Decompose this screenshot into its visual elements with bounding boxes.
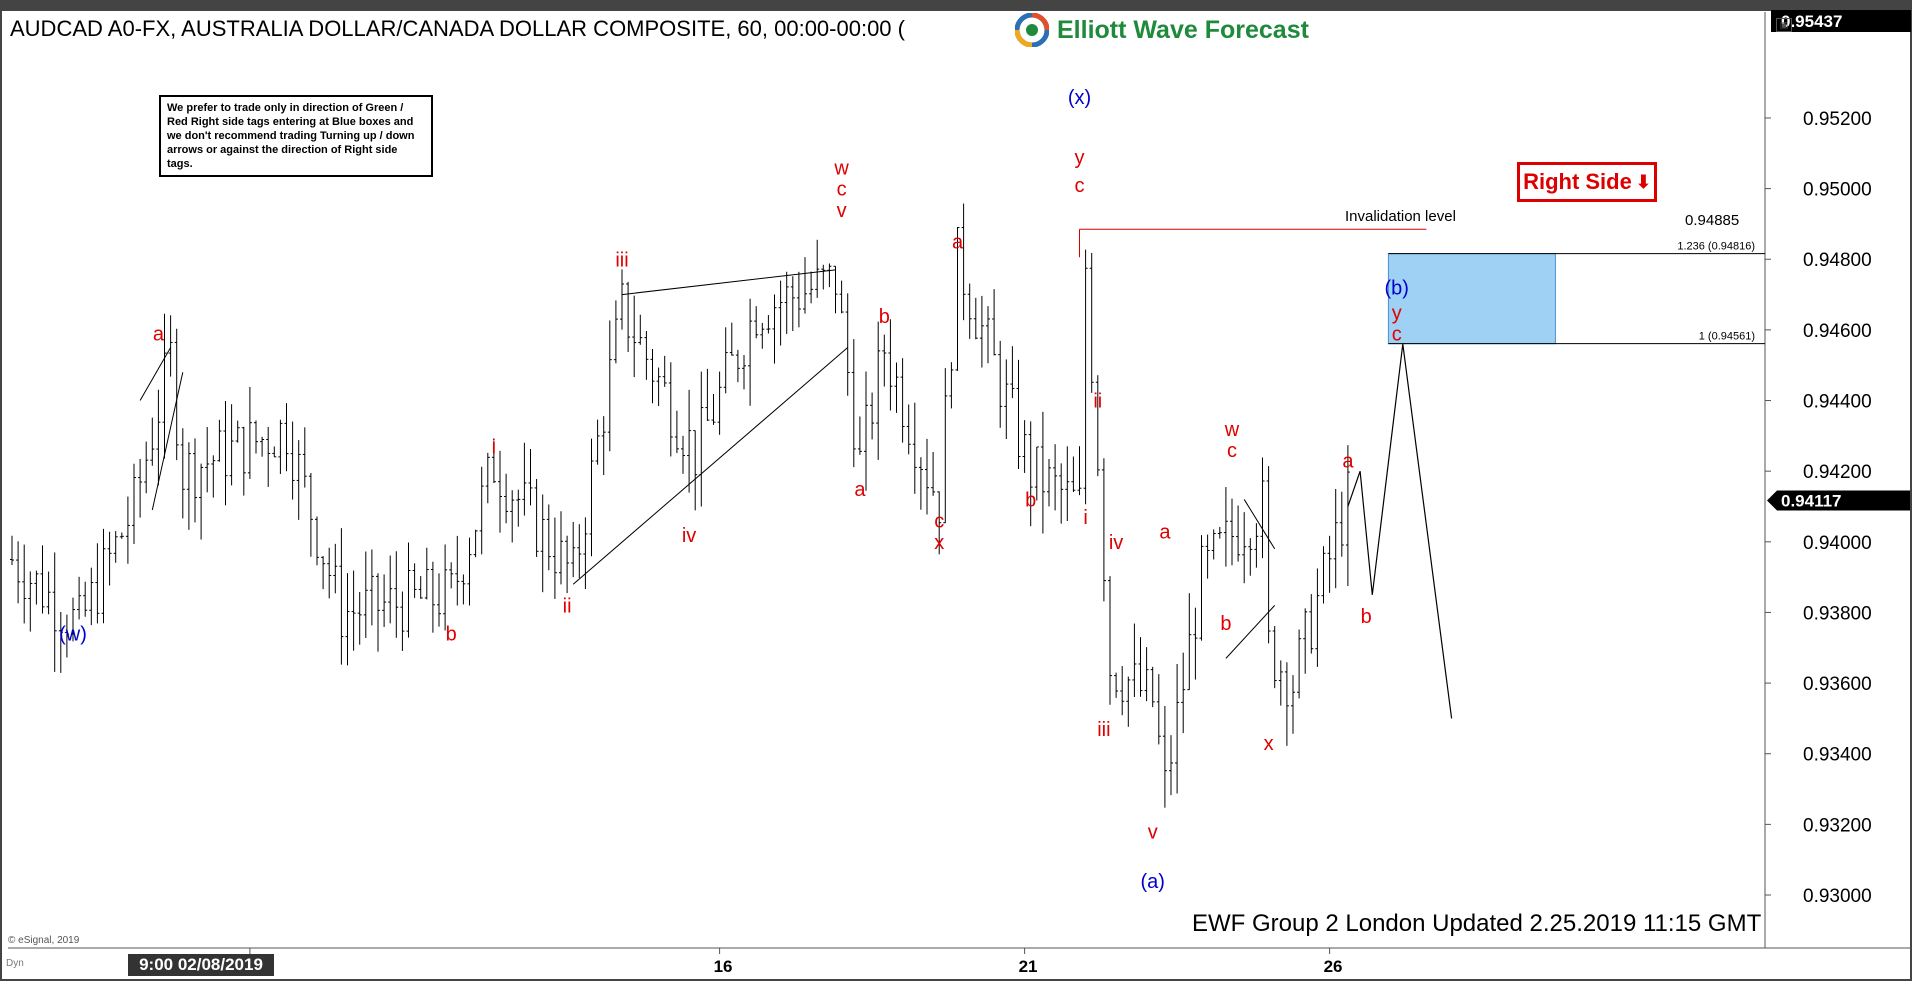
wave-label: a — [153, 323, 165, 345]
wave-label: (b) — [1384, 278, 1408, 300]
wave-label: y — [1075, 147, 1085, 169]
trend-line — [1243, 499, 1276, 550]
last-price-tag — [1767, 490, 1910, 511]
right-side-tag: Right Side ⬇ — [1517, 162, 1657, 202]
price-tick-label: 0.95000 — [1803, 180, 1872, 201]
wave-label: w — [1224, 419, 1240, 441]
invalidation-value: 0.94885 — [1685, 212, 1739, 229]
invalidation-label: Invalidation level — [1345, 208, 1456, 225]
wave-label: y — [1392, 302, 1402, 324]
wave-label: a — [854, 479, 866, 501]
price-tick-label: 0.93600 — [1803, 674, 1872, 695]
wave-label: i — [492, 437, 496, 459]
price-tick-label: 0.93400 — [1803, 745, 1872, 766]
time-tick-label: 21 — [1019, 957, 1038, 976]
brand-logo: Elliott Wave Forecast — [1015, 13, 1309, 47]
projection-path — [1347, 343, 1453, 719]
right-side-label: Right Side — [1523, 169, 1632, 194]
wave-label: a — [1159, 521, 1171, 543]
wave-label: ii — [1093, 391, 1102, 413]
update-stamp: EWF Group 2 London Updated 2.25.2019 11:… — [1192, 910, 1762, 937]
wave-label: x — [934, 532, 944, 554]
top-price-tag — [1771, 10, 1911, 32]
wave-label: b — [879, 306, 890, 328]
arrow-down-icon: ⬇ — [1635, 171, 1651, 192]
price-tick-label: 0.95200 — [1803, 109, 1872, 130]
wave-label: w — [833, 157, 849, 179]
price-tick-label: 0.94400 — [1803, 392, 1872, 413]
top-bar — [1, 1, 1911, 11]
trend-line — [1225, 605, 1276, 659]
wave-label: b — [446, 624, 457, 646]
blue-box-zone — [1387, 253, 1556, 345]
brand-logo-icon — [1015, 13, 1049, 47]
window-restore-icon[interactable]: ▣ — [1776, 18, 1792, 32]
wave-label: a — [952, 232, 964, 254]
price-tick-label: 0.94200 — [1803, 462, 1872, 483]
dyn-label[interactable]: Dyn — [6, 958, 24, 969]
trend-line — [139, 347, 172, 401]
price-tick-label: 0.94000 — [1803, 533, 1872, 554]
wave-label: x — [1264, 733, 1274, 755]
wave-label: iii — [615, 249, 628, 271]
wave-label: v — [1148, 822, 1158, 844]
last-price-value: 0.94117 — [1781, 491, 1842, 510]
wave-label: b — [1025, 489, 1036, 511]
wave-label: (a) — [1140, 871, 1164, 893]
wave-label: ii — [563, 595, 572, 617]
price-tick-label: 0.94600 — [1803, 321, 1872, 342]
wave-label: (w) — [59, 624, 87, 646]
trend-line — [572, 347, 849, 585]
wave-label: c — [1227, 440, 1237, 462]
trend-line — [621, 269, 836, 296]
chart-title: AUDCAD A0-FX, AUSTRALIA DOLLAR/CANADA DO… — [10, 16, 905, 41]
wave-label: c — [837, 179, 847, 201]
wave-label: b — [1361, 606, 1372, 628]
wave-label: v — [837, 200, 847, 222]
copyright-text: © eSignal, 2019 — [8, 935, 80, 946]
trend-line — [151, 372, 184, 511]
wave-label: b — [1220, 613, 1231, 635]
time-tick-label: 26 — [1324, 957, 1343, 976]
brand-name: Elliott Wave Forecast — [1057, 15, 1309, 44]
trading-note: We prefer to trade only in direction of … — [159, 95, 433, 177]
wave-label: iii — [1097, 719, 1110, 741]
wave-label: c — [934, 511, 944, 533]
wave-label: (x) — [1068, 87, 1091, 109]
crosshair-date: 9:00 02/08/2019 — [128, 954, 274, 976]
top-price-value: 0.95437 — [1781, 12, 1842, 31]
price-tick-label: 0.94800 — [1803, 250, 1872, 271]
price-tick-label: 0.93200 — [1803, 815, 1872, 836]
wave-label: c — [1075, 175, 1085, 197]
wave-label: c — [1392, 323, 1402, 345]
price-tick-label: 0.93800 — [1803, 603, 1872, 624]
wave-label: i — [1083, 507, 1087, 529]
price-tick-label: 0.93000 — [1803, 886, 1872, 907]
fib-label: 1.236 (0.94816) — [1677, 241, 1755, 253]
wave-label: iv — [682, 525, 696, 547]
wave-label: iv — [1109, 532, 1123, 554]
fib-label: 1 (0.94561) — [1699, 331, 1755, 343]
time-tick-label: 16 — [714, 957, 733, 976]
wave-label: a — [1342, 451, 1354, 473]
